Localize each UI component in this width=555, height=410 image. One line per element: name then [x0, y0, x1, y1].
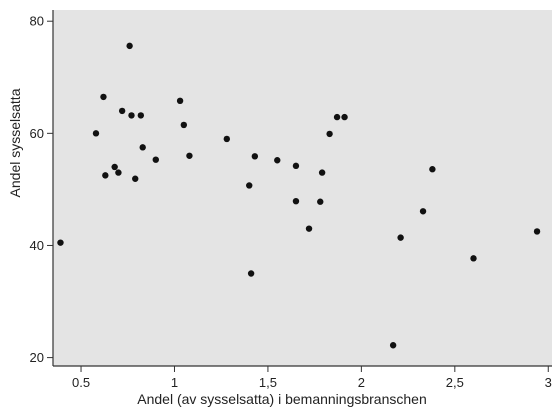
data-point [115, 169, 122, 176]
plot-area [53, 10, 552, 366]
y-tick-label: 40 [30, 238, 44, 253]
data-point [341, 113, 348, 121]
data-point [429, 166, 436, 173]
data-point [102, 172, 109, 179]
data-point [152, 156, 159, 163]
data-point [246, 182, 253, 189]
data-point [470, 255, 477, 262]
data-point [292, 197, 300, 205]
x-tick-label: 2,5 [446, 375, 464, 390]
data-points [57, 42, 541, 349]
data-point [111, 163, 118, 171]
data-point [292, 162, 300, 170]
data-point [251, 153, 259, 160]
y-axis-ticks: 20 40 60 80 [30, 14, 53, 365]
data-point [305, 225, 313, 232]
data-point [397, 234, 404, 241]
y-tick-label: 80 [30, 14, 44, 29]
data-point [126, 42, 133, 50]
data-point [180, 121, 188, 129]
data-point [100, 93, 107, 101]
x-tick-label: 0.5 [72, 375, 90, 390]
data-point [533, 228, 541, 235]
data-point [274, 157, 281, 164]
x-tick-label: 3 [545, 375, 552, 390]
data-point [176, 97, 184, 105]
data-point [326, 130, 333, 138]
x-axis-ticks: 0.5 1 1,5 2 2,5 3 [72, 366, 552, 390]
data-point [317, 198, 324, 205]
data-point [139, 144, 146, 151]
x-tick-label: 1,5 [259, 375, 277, 390]
data-point [318, 169, 326, 176]
data-point [389, 342, 397, 349]
y-tick-label: 60 [30, 126, 44, 141]
data-point [118, 107, 126, 115]
data-point [132, 175, 139, 182]
data-point [92, 130, 100, 137]
x-axis-title: Andel (av sysselsatta) i bemanningsbrans… [137, 391, 427, 407]
data-point [128, 112, 135, 119]
data-point [223, 135, 231, 143]
data-point [57, 239, 64, 246]
data-point [186, 152, 193, 159]
y-tick-label: 20 [30, 350, 44, 365]
data-point [419, 208, 427, 215]
y-axis-title: Andel sysselsatta [7, 88, 23, 197]
data-point [137, 112, 145, 119]
data-point [333, 113, 341, 121]
x-tick-label: 1 [171, 375, 178, 390]
x-tick-label: 2 [358, 375, 365, 390]
data-point [247, 270, 255, 277]
